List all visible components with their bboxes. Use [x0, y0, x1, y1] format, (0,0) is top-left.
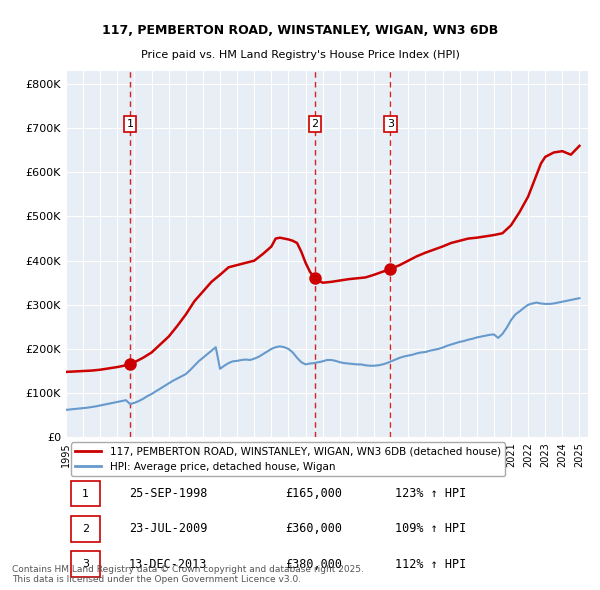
Text: 2: 2: [311, 119, 319, 129]
Text: 3: 3: [387, 119, 394, 129]
Text: 3: 3: [82, 559, 89, 569]
Text: Contains HM Land Registry data © Crown copyright and database right 2025.
This d: Contains HM Land Registry data © Crown c…: [12, 565, 364, 584]
Legend: 117, PEMBERTON ROAD, WINSTANLEY, WIGAN, WN3 6DB (detached house), HPI: Average p: 117, PEMBERTON ROAD, WINSTANLEY, WIGAN, …: [71, 442, 505, 476]
Text: 112% ↑ HPI: 112% ↑ HPI: [395, 558, 466, 571]
Text: 109% ↑ HPI: 109% ↑ HPI: [395, 522, 466, 535]
Text: 117, PEMBERTON ROAD, WINSTANLEY, WIGAN, WN3 6DB: 117, PEMBERTON ROAD, WINSTANLEY, WIGAN, …: [102, 24, 498, 37]
Text: £165,000: £165,000: [285, 487, 342, 500]
Text: 1: 1: [127, 119, 133, 129]
Text: £380,000: £380,000: [285, 558, 342, 571]
Text: Price paid vs. HM Land Registry's House Price Index (HPI): Price paid vs. HM Land Registry's House …: [140, 50, 460, 60]
Text: 1: 1: [82, 489, 89, 499]
Text: 23-JUL-2009: 23-JUL-2009: [128, 522, 207, 535]
FancyBboxPatch shape: [71, 481, 100, 506]
FancyBboxPatch shape: [71, 516, 100, 542]
Text: £360,000: £360,000: [285, 522, 342, 535]
FancyBboxPatch shape: [71, 552, 100, 577]
Text: 25-SEP-1998: 25-SEP-1998: [128, 487, 207, 500]
Text: 2: 2: [82, 524, 89, 534]
Text: 13-DEC-2013: 13-DEC-2013: [128, 558, 207, 571]
Text: 123% ↑ HPI: 123% ↑ HPI: [395, 487, 466, 500]
